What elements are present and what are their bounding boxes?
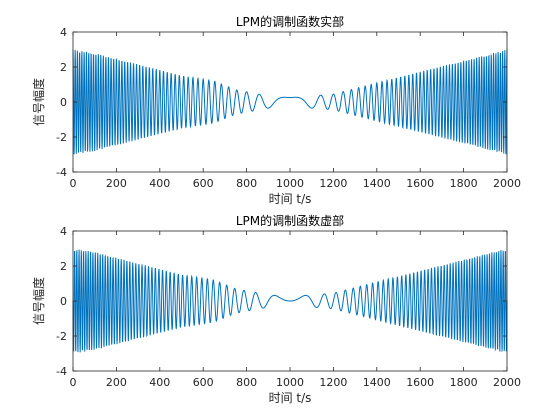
bottom-ytick-label: 4 [60, 225, 67, 238]
top-ytick-label: 2 [60, 61, 67, 74]
bottom-title: LPM的调制函数虚部 [236, 213, 344, 228]
bottom-xtick-label: 1000 [276, 376, 304, 389]
top-xtick-label: 1600 [406, 177, 434, 190]
top-ytick-label: -2 [56, 131, 67, 144]
bottom-ytick-label: -4 [56, 365, 67, 378]
top-xtick-label: 400 [149, 177, 170, 190]
top-xlabel: 时间 t/s [269, 192, 312, 206]
bottom-subplot: LPM的调制函数虚部 时间 t/s 信号幅度 0 200 400 600 800 1000… [31, 213, 521, 405]
bottom-xtick-label: 1600 [406, 376, 434, 389]
top-xtick-label: 2000 [493, 177, 521, 190]
bottom-xticks: 0 200 400 600 800 1000 1200 1400 1600 1800 2000 [70, 231, 521, 389]
top-ytick-label: 0 [60, 96, 67, 109]
top-xtick-label: 0 [70, 177, 77, 190]
bottom-ytick-label: -2 [56, 330, 67, 343]
bottom-xtick-label: 800 [236, 376, 257, 389]
bottom-series-line [72, 249, 508, 353]
top-series-line [72, 49, 508, 155]
top-xtick-label: 1000 [276, 177, 304, 190]
top-xtick-label: 800 [236, 177, 257, 190]
top-title: LPM的调制函数实部 [236, 14, 344, 29]
top-xtick-label: 600 [193, 177, 214, 190]
top-yticks: -4 -2 0 2 4 [56, 26, 507, 179]
top-ytick-label: 4 [60, 26, 67, 39]
bottom-xtick-label: 2000 [493, 376, 521, 389]
top-xtick-label: 1800 [450, 177, 478, 190]
bottom-yticks: -4 -2 0 2 4 [56, 225, 507, 378]
bottom-xtick-label: 600 [193, 376, 214, 389]
top-ytick-label: -4 [56, 166, 67, 179]
top-ylabel: 信号幅度 [31, 78, 46, 126]
bottom-ytick-label: 2 [60, 260, 67, 273]
top-xtick-label: 200 [106, 177, 127, 190]
bottom-xtick-label: 0 [70, 376, 77, 389]
top-xtick-label: 1200 [319, 177, 347, 190]
bottom-xlabel: 时间 t/s [269, 391, 312, 405]
bottom-xtick-label: 1800 [450, 376, 478, 389]
bottom-xtick-label: 1200 [319, 376, 347, 389]
bottom-xtick-label: 400 [149, 376, 170, 389]
top-subplot: LPM的调制函数实部 时间 t/s 信号幅度 0 200 400 600 800 1000… [31, 14, 521, 206]
top-xtick-label: 1400 [363, 177, 391, 190]
bottom-ytick-label: 0 [60, 295, 67, 308]
top-xticks: 0 200 400 600 800 1000 1200 1400 1600 1800 2000 [70, 32, 521, 190]
bottom-ylabel: 信号幅度 [31, 277, 46, 325]
bottom-xtick-label: 200 [106, 376, 127, 389]
bottom-xtick-label: 1400 [363, 376, 391, 389]
